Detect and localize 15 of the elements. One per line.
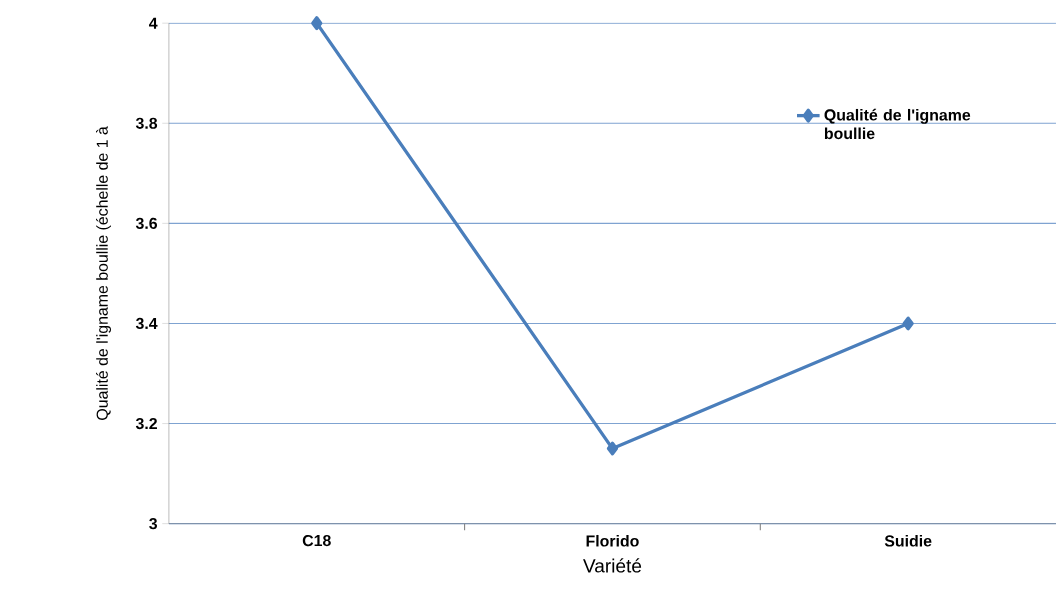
point (606, 441, 619, 456)
y-tick-label: 3.6 (135, 217, 158, 230)
point (311, 16, 323, 31)
x-tick-label: Suidie (884, 535, 932, 547)
legend-label: Qualité de l'igname boullie (824, 108, 971, 140)
x-axis-title: Variété (583, 558, 642, 573)
x-tick-label: C18 (302, 535, 331, 547)
y-axis-title: Qualité de l'igname boullie (échelle de 1 à (96, 126, 111, 421)
y-tick-label: 3 (149, 518, 158, 530)
point (902, 316, 914, 331)
y-tick-label: 4 (149, 17, 158, 29)
y-tick-label: 3.4 (135, 317, 158, 330)
x-tick-label: Florido (586, 535, 639, 547)
y-tick-label: 3.2 (135, 418, 157, 430)
y-tick-label: 3.8 (135, 117, 158, 130)
